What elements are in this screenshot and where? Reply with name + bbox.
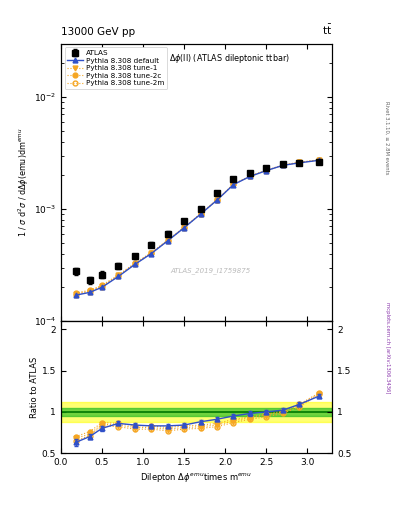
Text: mcplots.cern.ch [arXiv:1306.3436]: mcplots.cern.ch [arXiv:1306.3436]: [385, 303, 389, 394]
Text: $\Delta\phi$(ll) (ATLAS dileptonic ttbar): $\Delta\phi$(ll) (ATLAS dileptonic ttbar…: [169, 52, 289, 65]
Text: Rivet 3.1.10, ≥ 2.8M events: Rivet 3.1.10, ≥ 2.8M events: [385, 101, 389, 175]
Y-axis label: 1 / $\sigma$ d$^2\sigma$ / d$\Delta\phi$(emu)dm$^{emu}$: 1 / $\sigma$ d$^2\sigma$ / d$\Delta\phi$…: [17, 127, 31, 237]
Bar: [61, 408, 332, 416]
Text: t$\bar{\rm t}$: t$\bar{\rm t}$: [322, 23, 332, 37]
Bar: [61, 402, 332, 422]
Legend: ATLAS, Pythia 8.308 default, Pythia 8.308 tune-1, Pythia 8.308 tune-2c, Pythia 8: ATLAS, Pythia 8.308 default, Pythia 8.30…: [64, 47, 167, 89]
Text: ATLAS_2019_I1759875: ATLAS_2019_I1759875: [170, 268, 250, 274]
Text: 13000 GeV pp: 13000 GeV pp: [61, 27, 135, 37]
Y-axis label: Ratio to ATLAS: Ratio to ATLAS: [30, 356, 39, 418]
X-axis label: Dilepton $\Delta\phi^{emu}$times m$^{emu}$: Dilepton $\Delta\phi^{emu}$times m$^{emu…: [140, 471, 253, 484]
